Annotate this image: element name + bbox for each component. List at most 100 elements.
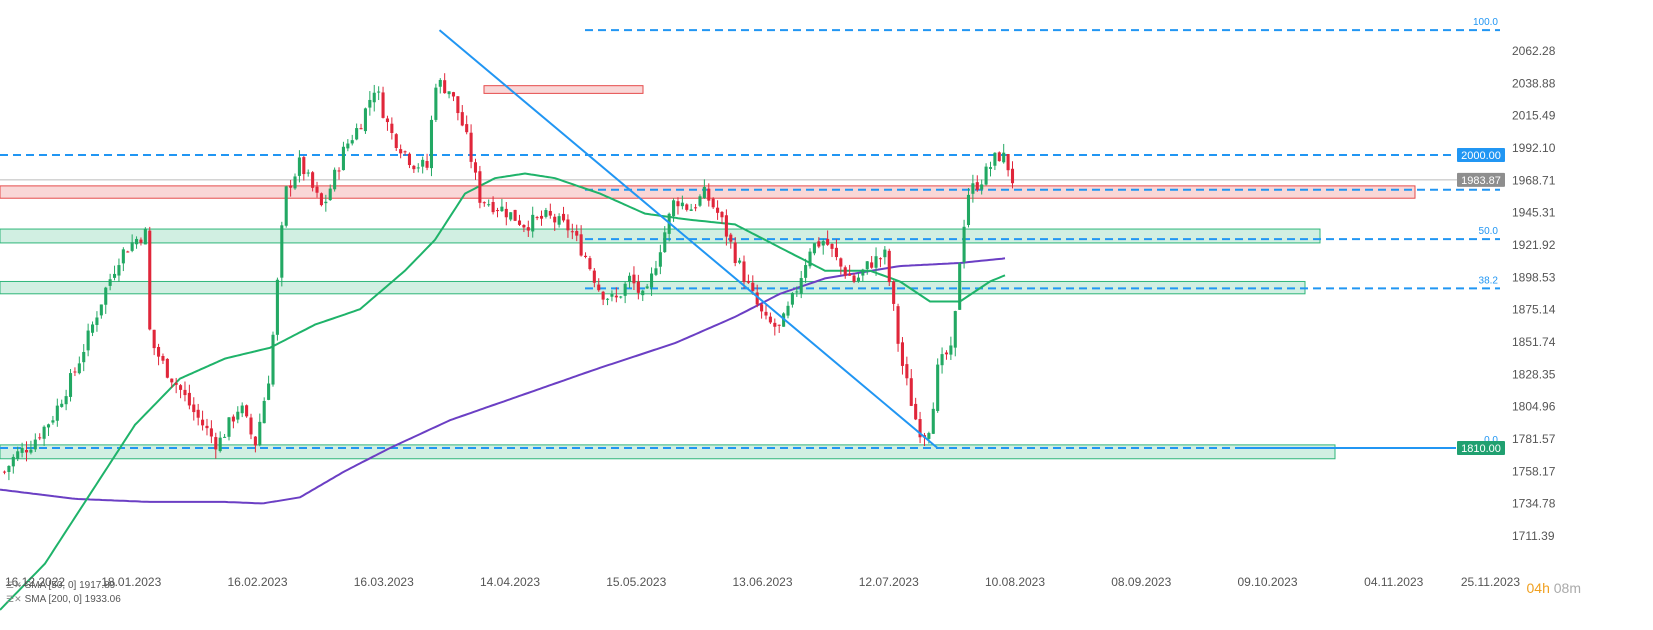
candle-body [33,439,37,450]
candle-body [522,224,526,228]
settings-icon[interactable]: ☰✕ [6,580,22,590]
candle-body [680,202,684,207]
candle-body [702,186,706,199]
candle-body [350,140,354,144]
settings-icon[interactable]: ☰✕ [6,594,22,604]
candle-body [993,152,997,166]
candle-body [716,207,720,213]
candle-body [60,403,64,407]
y-tick-label: 2062.28 [1512,44,1556,58]
candle-body [390,123,394,133]
candle-body [830,243,834,249]
candle-body [7,465,11,472]
candle-body [324,201,328,204]
candle-body [614,295,618,298]
candle-body [227,417,231,437]
legend-sma200-text: SMA [200, 0] 1933.06 [24,594,121,605]
price-tag-current-text: 1983.87 [1461,175,1501,187]
candle-body [980,184,984,190]
candle-body [839,258,843,267]
axes-layer: 2062.28 2038.88 2015.49 1992.10 1968.71 1945.… [5,44,1556,589]
candle-body [865,261,869,270]
candle-body [504,208,508,218]
candle-body [161,355,165,361]
y-tick-label: 1851.74 [1512,335,1556,349]
y-tick-label: 2038.88 [1512,76,1556,90]
candle-body [812,243,816,254]
candle-body [482,202,486,204]
candle-body [821,241,825,246]
candle-body [685,204,689,210]
candle-body [394,134,398,148]
candle-body [218,437,222,452]
candle-body [271,334,275,385]
price-tag-1810-bg [1457,440,1505,455]
candle-body [223,436,227,438]
candle-body [535,217,539,219]
candle-body [570,231,574,233]
candle-body [817,241,821,247]
candle-body [86,330,90,351]
zone-resistance [483,85,644,94]
candle-body [2,471,7,473]
candle-body [597,284,601,291]
candle-body [157,346,161,357]
candle-body [720,211,724,218]
fib-level-label: 0.0 [1484,435,1498,446]
candle-body [421,159,425,167]
candle-body [456,96,460,114]
candle-body [892,281,896,304]
x-tick-label: 25.11.2023 [1461,575,1520,589]
candle-body [399,149,403,154]
price-tag-current-bg [1457,172,1505,187]
x-tick-label: 16.12.2022 [5,575,65,589]
candle-body [557,216,561,225]
candle-body [870,262,874,268]
candle-body [672,200,676,217]
candle-body [641,290,645,296]
y-tick-label: 1875.14 [1512,303,1556,317]
candle-body [205,425,209,429]
candle-body [856,277,860,282]
candle-body [755,292,759,305]
candle-body [289,185,293,188]
candle-body [20,447,24,453]
candle-body [694,207,698,209]
candle-body [240,405,244,414]
candle-body [777,324,781,326]
candle-body [469,132,473,162]
candle-body [795,291,799,293]
candle-body [267,383,271,400]
candle-body [517,220,522,225]
candle-body [24,449,29,453]
legend-sma200[interactable]: ☰✕ SMA [200, 0] 1933.06 [6,594,121,605]
candle-body [962,226,966,263]
legend-sma50[interactable]: ☰✕ SMA [50, 0] 1917.89 [6,580,115,591]
candle-body [746,280,750,283]
candle-body [249,417,253,435]
candle-body [658,252,662,267]
candle-body [931,408,935,434]
candle-body [707,188,711,201]
candle-body [381,92,385,118]
candle-body [997,152,1001,162]
candle-body [253,436,257,446]
candle-body [861,269,865,276]
zone-support [0,444,1336,460]
x-tick-label: 04.11.2023 [1364,575,1423,589]
candle-body [949,345,953,355]
candle-body [478,171,482,203]
candle-body [179,385,183,390]
candle-body [407,153,412,166]
candle-body [654,268,658,275]
candle-body [403,151,407,153]
y-tick-label: 1711.39 [1512,529,1555,543]
legend-sma50-text: SMA [50, 0] 1917.89 [24,580,116,591]
sma-50-line [0,172,1006,611]
x-tick-label: 09.10.2023 [1237,575,1297,589]
candle-body [944,352,949,355]
candle-body [1002,152,1006,163]
trendline-layer [438,29,939,449]
candle-body [337,170,341,172]
